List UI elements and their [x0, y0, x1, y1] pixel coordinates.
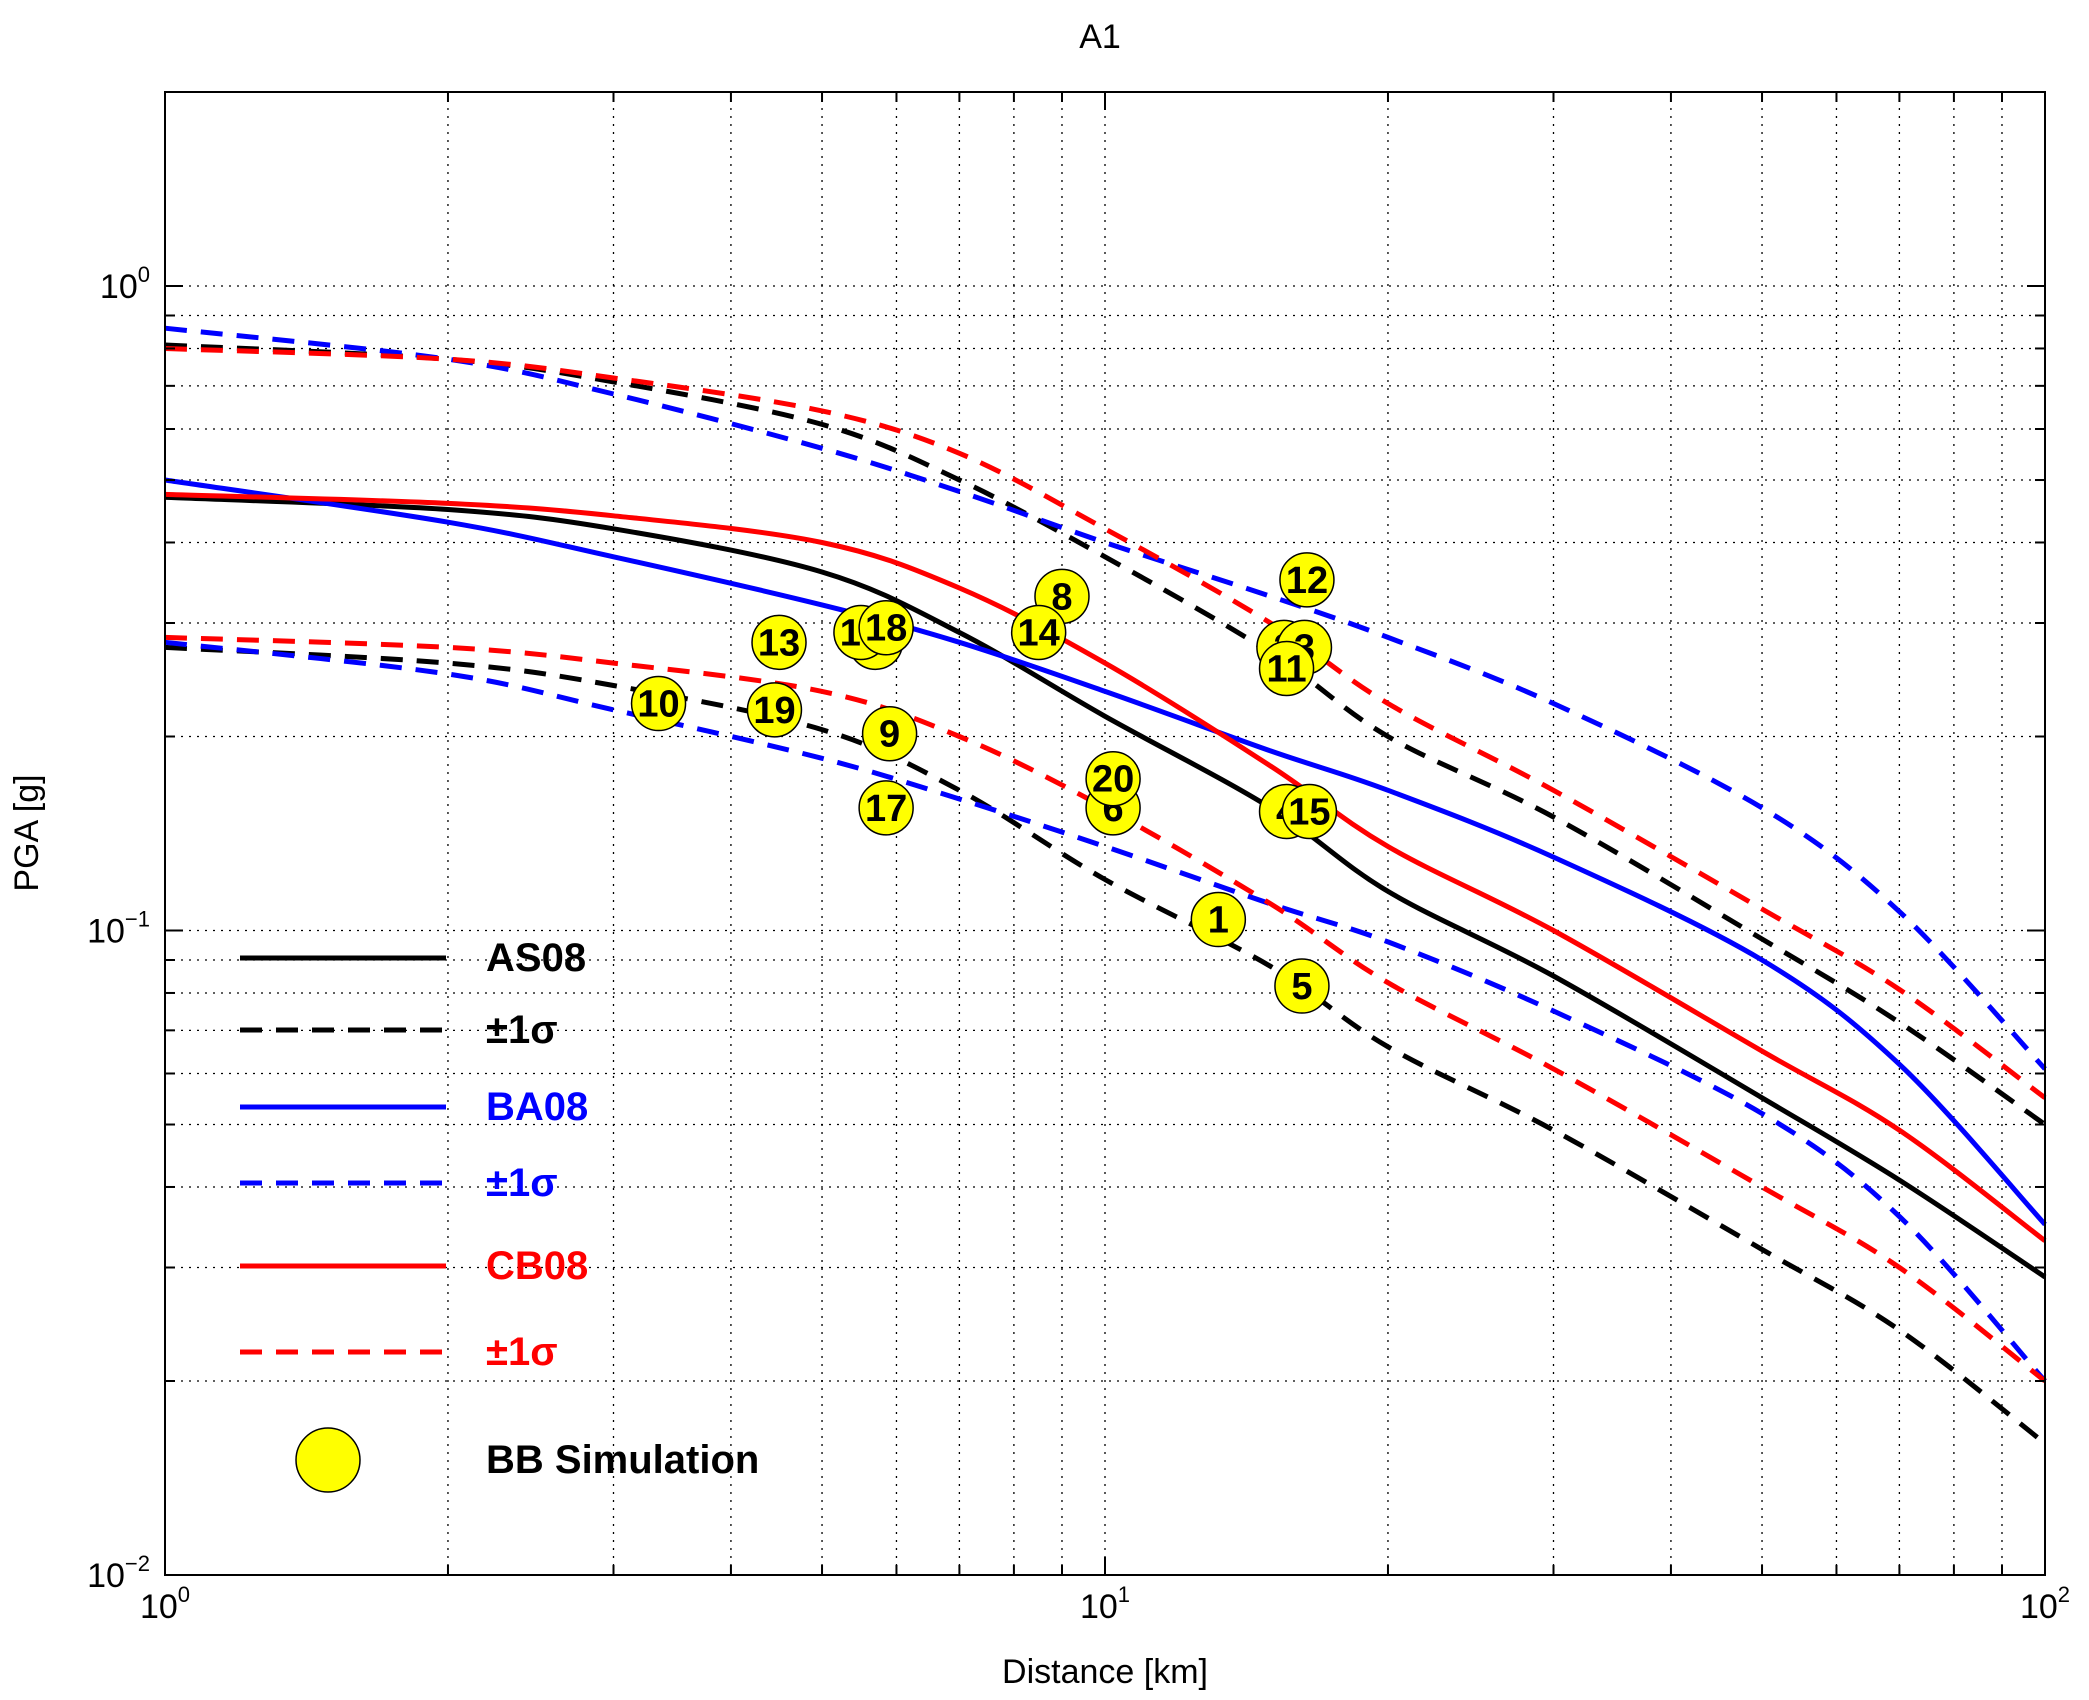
y-tick-label: 100	[100, 262, 150, 306]
legend-item: ±1σ	[240, 1008, 558, 1052]
simulation-point: 11	[1258, 640, 1315, 697]
simulation-point-label: 1	[1208, 900, 1229, 942]
legend-label: BB Simulation	[486, 1438, 759, 1482]
simulation-point: 14	[1010, 604, 1067, 661]
simulation-marker	[1258, 640, 1315, 697]
simulation-marker	[751, 614, 807, 671]
simulation-point-label: 20	[1092, 759, 1134, 801]
simulation-marker	[1010, 604, 1067, 661]
chart-title: A1	[1079, 18, 1121, 56]
simulation-point: 17	[858, 780, 914, 836]
x-axis-label: Distance [km]	[1002, 1653, 1208, 1691]
simulation-point-label: 9	[879, 714, 900, 756]
series-line-sigma-2	[164, 644, 2047, 1446]
simulation-marker	[861, 705, 918, 762]
simulation-point: 19	[746, 682, 803, 738]
simulation-point: 9	[861, 705, 918, 762]
simulation-point: 15	[1281, 783, 1338, 840]
series-line-sigma-7	[164, 346, 2047, 1100]
simulation-marker	[1274, 958, 1330, 1014]
x-tick-label: 101	[1080, 1582, 1130, 1626]
legend-item: ±1σ	[240, 1161, 558, 1205]
series-line-sigma-4	[164, 325, 2047, 1071]
series-layer	[164, 325, 2047, 1446]
x-tick-label: 100	[140, 1582, 190, 1626]
legend-item: AS08	[240, 936, 586, 980]
simulation-point-label: 14	[1018, 612, 1060, 654]
simulation-point-label: 11	[1266, 648, 1306, 690]
simulation-marker	[858, 780, 914, 836]
simulation-marker	[630, 675, 687, 732]
legend-label: AS08	[486, 936, 586, 980]
legend-marker	[295, 1427, 361, 1493]
legend: AS08 ±1σ BA08 ±1σ CB08 ±1σ BB Simulation	[240, 936, 759, 1493]
legend-label: ±1σ	[486, 1008, 558, 1052]
x-tick-label: 102	[2020, 1582, 2070, 1626]
simulation-point-label: 10	[637, 684, 679, 726]
simulation-point: 18	[858, 599, 914, 656]
simulation-marker	[746, 682, 803, 738]
simulation-point-label: 17	[865, 788, 907, 830]
series-line-sigma-8	[164, 634, 2047, 1383]
legend-label: BA08	[486, 1085, 588, 1129]
y-tick-label: 10−2	[87, 1551, 150, 1595]
simulation-marker	[1085, 750, 1141, 807]
y-tick-label: 10−1	[87, 907, 150, 951]
legend-item: BB Simulation	[295, 1427, 759, 1493]
simulation-point: 12	[1279, 552, 1335, 608]
grid-lines	[165, 92, 2045, 1575]
simulation-point-label: 18	[865, 608, 907, 650]
simulation-point-label: 5	[1291, 966, 1312, 1008]
legend-label: ±1σ	[486, 1161, 558, 1205]
simulation-point: 10	[630, 675, 687, 732]
simulation-point-label: 15	[1288, 791, 1330, 833]
simulation-point: 13	[751, 614, 807, 671]
simulation-marker	[858, 599, 914, 656]
simulation-marker	[1190, 891, 1247, 948]
y-axis-label: PGA [g]	[8, 774, 46, 891]
legend-label: CB08	[486, 1244, 588, 1288]
simulation-point-label: 19	[753, 690, 795, 732]
series-line-6	[164, 491, 2047, 1243]
simulation-point: 20	[1085, 750, 1141, 807]
simulation-point-label: 13	[758, 622, 800, 664]
legend-item: ±1σ	[240, 1330, 558, 1374]
simulation-marker	[1279, 552, 1335, 608]
simulation-marker	[1281, 783, 1338, 840]
simulation-point: 1	[1190, 891, 1247, 948]
simulation-point-label: 8	[1051, 576, 1072, 618]
series-line-3	[164, 477, 2047, 1227]
series-line-sigma-5	[164, 639, 2047, 1383]
simulation-point: 5	[1274, 958, 1330, 1014]
legend-item: BA08	[240, 1085, 588, 1129]
legend-item: CB08	[240, 1244, 588, 1288]
simulation-point-label: 12	[1286, 560, 1328, 602]
legend-label: ±1σ	[486, 1330, 558, 1374]
series-line-0	[164, 494, 2047, 1280]
simulation-points: 1234567891011121314151617181920	[630, 552, 1338, 1014]
